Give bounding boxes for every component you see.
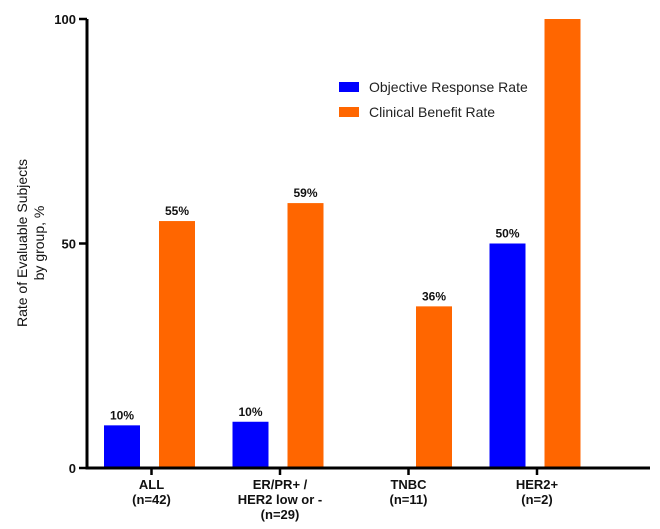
x-tick-label: TNBC (390, 477, 427, 492)
x-tick-label: ER/PR+ / (253, 477, 308, 492)
data-label: 50% (495, 227, 519, 241)
y-tick-label: 100 (54, 12, 76, 27)
x-tick-label: (n=42) (132, 492, 171, 507)
bar-orr (232, 421, 269, 468)
x-tick-label: (n=11) (390, 492, 428, 507)
x-tick-label: HER2 low or - (238, 492, 323, 507)
legend-swatch-orr (339, 82, 359, 92)
x-tick-label: (n=2) (521, 492, 552, 507)
y-axis-title-line: by group, % (31, 206, 47, 281)
y-tick-label: 50 (62, 237, 76, 252)
x-tick-label: (n=29) (261, 507, 300, 522)
data-label: 55% (165, 204, 189, 218)
legend-label-orr: Objective Response Rate (369, 79, 528, 95)
legend-label-cbr: Clinical Benefit Rate (369, 104, 495, 120)
data-label: 10% (110, 408, 134, 422)
bar-orr (104, 425, 140, 468)
data-label: 59% (293, 186, 317, 200)
bar-orr (489, 243, 526, 468)
bar-cbr (416, 306, 452, 468)
x-tick-label: HER2+ (516, 477, 559, 492)
y-axis-title-line: Rate of Evaluable Subjects (14, 159, 30, 327)
legend-swatch-cbr (339, 107, 359, 117)
x-tick-label: ALL (139, 477, 164, 492)
bar-cbr (159, 221, 195, 468)
bar-cbr (287, 203, 324, 468)
y-axis-title: Rate of Evaluable Subjects by group, % (14, 159, 47, 327)
bar-cbr (544, 19, 581, 468)
y-tick-label: 0 (69, 461, 76, 476)
data-label: 36% (422, 289, 446, 303)
data-label: 10% (238, 405, 262, 419)
